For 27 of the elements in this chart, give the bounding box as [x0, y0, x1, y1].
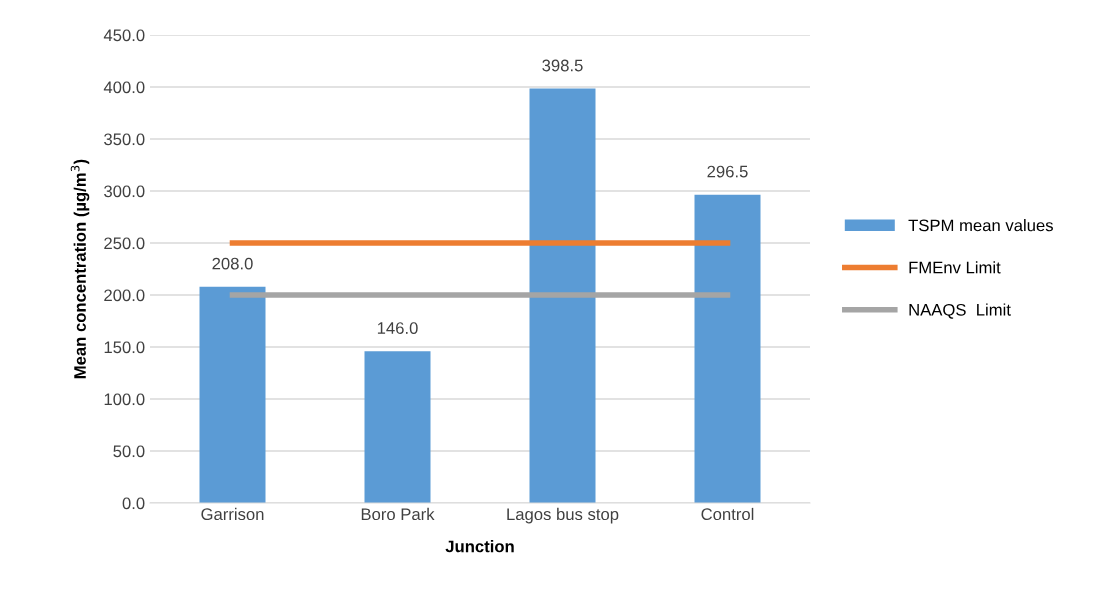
y-tick-label: 400.0 — [103, 81, 145, 94]
x-axis-title: Junction — [445, 540, 514, 553]
x-tick-label: Garrison — [201, 507, 264, 521]
data-label: 296.5 — [707, 165, 748, 178]
y-tick-label: 350.0 — [104, 133, 145, 146]
bar — [529, 88, 596, 503]
legend-label: NAAQS Limit — [909, 303, 1011, 319]
bar — [364, 351, 431, 503]
legend-label: TSPM mean values — [908, 219, 1053, 232]
bar — [694, 194, 761, 503]
y-tick-label: 50.0 — [113, 445, 145, 458]
y-axis-title: Mean concentration (µg/m$^{3}$) — [70, 159, 90, 379]
x-tick-label: Control — [701, 507, 754, 521]
data-label: 208.0 — [212, 257, 253, 270]
data-label: 146.0 — [377, 322, 418, 334]
bar — [199, 286, 266, 503]
y-tick-label: 200.0 — [104, 289, 145, 302]
x-tick-label: Boro Park — [361, 507, 435, 521]
y-tick-label: 100.0 — [104, 393, 145, 406]
data-label: 398.5 — [542, 59, 583, 72]
y-tick-label: 300.0 — [104, 185, 145, 198]
legend-label: FMEnv Limit — [909, 261, 1001, 274]
y-tick-label: 250.0 — [104, 237, 145, 250]
y-tick-label: 0.0 — [122, 497, 145, 510]
x-tick-label: Lagos bus stop — [507, 507, 619, 524]
y-tick-label: 450.0 — [103, 29, 145, 42]
y-tick-label: 150.0 — [104, 341, 145, 354]
